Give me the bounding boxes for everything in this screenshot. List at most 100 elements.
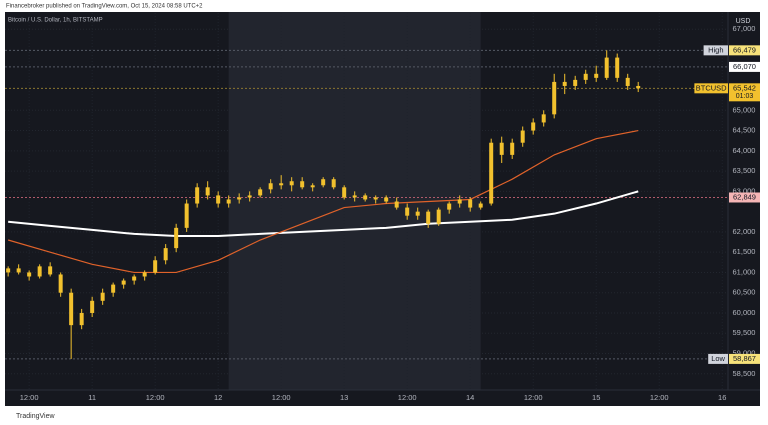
candle-body: [552, 81, 557, 115]
x-tick-label: 12:00: [272, 393, 291, 402]
candle-body: [121, 280, 126, 285]
candle-body: [142, 272, 147, 277]
candle-body: [279, 183, 284, 186]
price-label-box: [729, 45, 760, 56]
candle-body: [342, 187, 347, 198]
y-tick-label: 63,000: [733, 186, 756, 195]
candle-body: [594, 73, 599, 78]
candle-body: [205, 187, 210, 196]
candle-body: [405, 207, 410, 216]
candle-body: [321, 179, 326, 186]
price-label-name: High: [708, 45, 723, 54]
candle-body: [331, 179, 336, 188]
y-unit: USD: [736, 18, 751, 25]
candle-body: [247, 195, 252, 198]
x-tick-label: 12:00: [20, 393, 39, 402]
candle-body: [153, 260, 158, 273]
x-tick-label: 12:00: [524, 393, 543, 402]
candle-body: [541, 114, 546, 123]
candle-body: [268, 183, 273, 190]
y-tick-label: 64,500: [733, 126, 756, 135]
price-label-countdown: 01:03: [736, 93, 754, 100]
y-tick-label: 59,000: [733, 349, 756, 358]
candle-body: [447, 203, 452, 210]
y-tick-label: 64,000: [733, 146, 756, 155]
candle-body: [426, 211, 431, 224]
candle-body: [258, 189, 263, 196]
candle-body: [100, 292, 105, 301]
candle-body: [6, 268, 11, 273]
candle-body: [394, 201, 399, 208]
candle-body: [310, 185, 315, 188]
y-tick-label: 65,000: [733, 105, 756, 114]
candle-body: [436, 209, 441, 224]
candle-body: [510, 142, 515, 155]
y-tick-label: 63,500: [733, 166, 756, 175]
publisher-note: Financebroker published on TradingView.c…: [6, 4, 203, 10]
y-tick-label: 62,000: [733, 227, 756, 236]
price-label-name: BTCUSD: [696, 83, 727, 92]
y-tick-label: 60,500: [733, 288, 756, 297]
x-tick-label: 12:00: [650, 393, 669, 402]
candle-body: [27, 272, 32, 277]
price-label-value: 58,867: [733, 354, 756, 363]
candle-body: [289, 181, 294, 186]
x-tick-label: 12: [214, 393, 222, 402]
candle-body: [163, 248, 168, 261]
candle-body: [48, 266, 53, 275]
candle-body: [174, 227, 179, 249]
moving-average-line: [8, 190, 639, 237]
price-label-box: [729, 83, 760, 102]
candle-body: [562, 81, 567, 86]
price-label-value: 62,849: [733, 192, 756, 201]
candle-body: [216, 195, 221, 204]
x-tick-label: 12:00: [146, 393, 165, 402]
candle-body: [573, 79, 578, 86]
price-label-value: 65,542: [733, 83, 756, 92]
candle-body: [58, 274, 63, 293]
candle-body: [69, 292, 74, 326]
candle-body: [184, 203, 189, 228]
footer-brand: TradingView: [16, 413, 55, 420]
price-label-name-box: [694, 83, 728, 94]
y-tick-label: 60,000: [733, 308, 756, 317]
chart-title: Bitcoin / U.S. Dollar, 1h, BITSTAMP: [8, 18, 103, 24]
candle-body: [111, 284, 116, 293]
candle-body: [37, 266, 42, 277]
price-label-box: [729, 61, 760, 72]
candle-body: [636, 85, 641, 89]
price-label-name-box: [703, 45, 728, 56]
y-tick-label: 59,500: [733, 328, 756, 337]
x-tick-label: 14: [466, 393, 474, 402]
candle-body: [300, 181, 305, 188]
y-tick-label: 58,500: [733, 369, 756, 378]
candle-body: [520, 130, 525, 143]
candle-body: [468, 199, 473, 208]
y-tick-label: 67,000: [733, 24, 756, 33]
candle-body: [363, 195, 368, 200]
candle-body: [415, 211, 420, 216]
candle-body: [489, 142, 494, 204]
price-label-value: 66,479: [733, 45, 756, 54]
price-label-name: Low: [711, 354, 725, 363]
y-tick-label: 61,500: [733, 247, 756, 256]
price-label-name-box: [708, 353, 728, 364]
x-tick-label: 16: [718, 393, 726, 402]
candle-body: [615, 57, 620, 78]
candle-body: [457, 199, 462, 204]
candle-body: [478, 203, 483, 208]
moving-average-line: [7, 129, 639, 274]
price-label-box: [729, 192, 760, 203]
candle-body: [16, 268, 21, 273]
candle-body: [499, 142, 504, 155]
candle-body: [384, 197, 389, 202]
candle-body: [373, 197, 378, 200]
candle-body: [237, 197, 242, 200]
candle-body: [132, 276, 137, 281]
candle-body: [604, 57, 609, 78]
candle-body: [583, 73, 588, 80]
candle-body: [625, 77, 630, 86]
candle-body: [79, 312, 84, 326]
